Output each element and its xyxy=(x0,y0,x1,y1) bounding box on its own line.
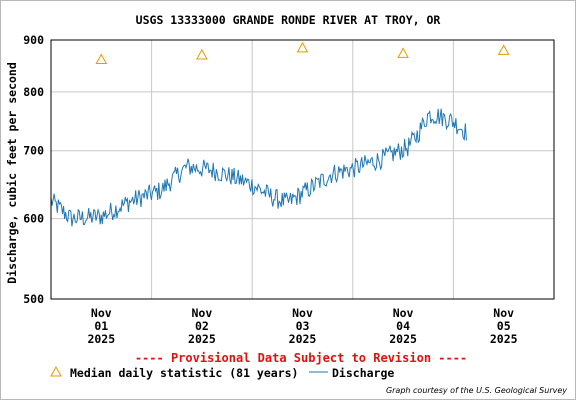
x-tick-label: Nov xyxy=(493,306,514,320)
plot-area-border xyxy=(50,39,555,300)
median-marker xyxy=(497,44,510,55)
x-tick-label: 02 xyxy=(195,319,209,333)
x-tick-label: Nov xyxy=(91,306,112,320)
legend-discharge-label: Discharge xyxy=(332,366,394,380)
x-tick-label: Nov xyxy=(192,306,213,320)
median-marker xyxy=(95,53,108,65)
x-tick-label: Nov xyxy=(292,306,313,320)
median-marker xyxy=(397,47,409,58)
chart-title: USGS 13333000 GRANDE RONDE RIVER AT TROY… xyxy=(136,13,441,27)
median-series xyxy=(95,41,510,65)
x-tick-label: 2025 xyxy=(188,332,216,346)
x-tick-label: 2025 xyxy=(490,332,518,346)
x-tick-label: 05 xyxy=(497,319,511,333)
median-marker xyxy=(296,41,309,53)
provisional-note: ---- Provisional Data Subject to Revisio… xyxy=(135,351,467,365)
median-marker xyxy=(196,48,208,60)
x-tick-label: 04 xyxy=(396,319,410,333)
legend: Median daily statistic (81 years) Discha… xyxy=(50,365,394,380)
y-tick-label: 500 xyxy=(23,292,44,306)
x-tick-label: 03 xyxy=(296,319,310,333)
x-tick-label: 2025 xyxy=(87,332,115,346)
y-tick-label: 700 xyxy=(23,144,44,158)
x-tick-label: 2025 xyxy=(389,332,417,346)
y-axis-label: Discharge, cubic feet per second xyxy=(5,62,19,284)
x-tick-label: 01 xyxy=(94,319,108,333)
legend-median-marker xyxy=(50,365,62,377)
legend-median-label: Median daily statistic (81 years) xyxy=(70,366,298,380)
discharge-line xyxy=(50,108,467,227)
y-tick-label: 600 xyxy=(23,212,44,226)
discharge-series xyxy=(50,108,467,227)
y-tick-label: 800 xyxy=(23,85,44,99)
x-tick-label: 2025 xyxy=(289,332,317,346)
x-tick-label: Nov xyxy=(393,306,414,320)
grid-lines xyxy=(51,40,554,299)
credit-text: Graph courtesy of the U.S. Geological Su… xyxy=(386,386,567,395)
x-axis: Nov012025Nov022025Nov032025Nov042025Nov0… xyxy=(87,306,517,346)
y-axis: 900 800 700 600 500 xyxy=(23,33,44,306)
y-tick-label: 900 xyxy=(23,33,44,47)
